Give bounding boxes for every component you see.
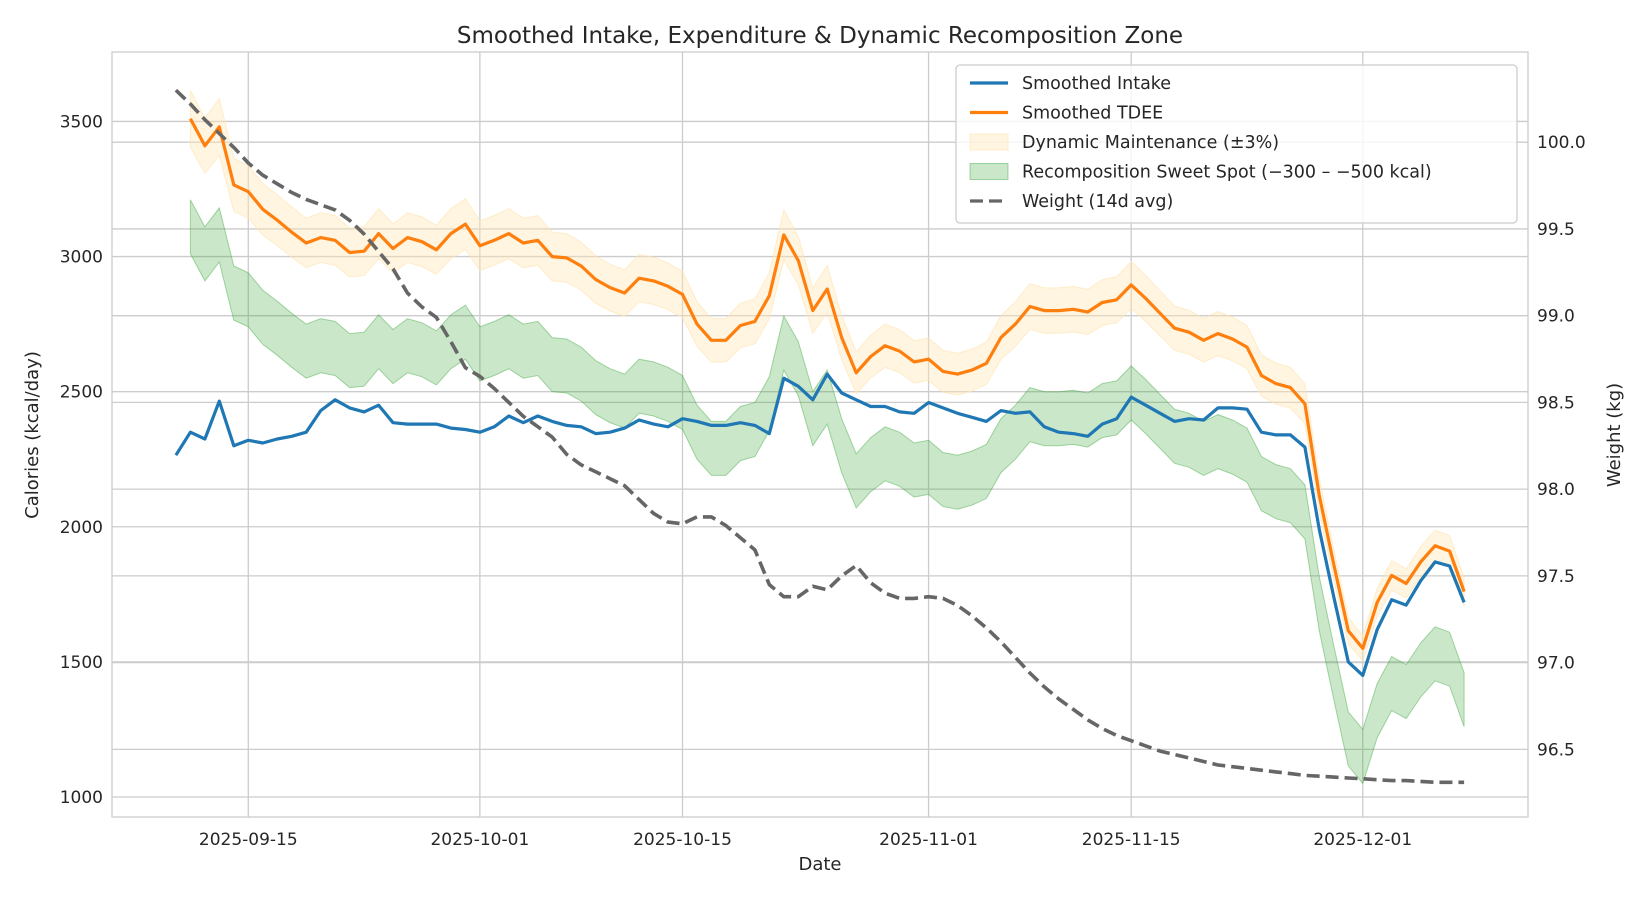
series-smoothed-tdee [188, 117, 1466, 651]
legend-label: Smoothed TDEE [1022, 104, 1163, 124]
y-right-tick-label: 100.0 [1537, 133, 1586, 153]
x-tick-label: 2025-11-15 [1082, 830, 1181, 850]
x-tick-label: 2025-11-01 [879, 830, 978, 850]
y-right-tick-label: 97.0 [1537, 654, 1575, 674]
legend-label: Dynamic Maintenance (±3%) [1022, 133, 1279, 153]
y-tick-label: 3000 [60, 248, 103, 268]
y-tick-label: 3500 [60, 112, 103, 132]
x-axis-ticks: 2025-09-15 2025-10-01 2025-10-15 2025-11-01… [199, 830, 1412, 850]
band-sweet-spot [189, 199, 1465, 785]
x-tick-label: 2025-12-01 [1313, 830, 1412, 850]
series-weight-14d-avg [174, 88, 1465, 785]
series-smoothed-intake [174, 372, 1466, 678]
legend-label: Recomposition Sweet Spot (−300 – −500 kc… [1022, 163, 1432, 183]
lines [174, 88, 1466, 785]
y-tick-label: 1500 [60, 653, 103, 673]
legend-label: Weight (14d avg) [1022, 192, 1173, 212]
y-right-tick-label: 99.5 [1537, 220, 1575, 240]
y-axis-ticks: 1000 1500 2000 2500 3000 3500 [60, 112, 103, 808]
y-right-tick-label: 96.5 [1537, 740, 1575, 760]
y-right-tick-label: 98.5 [1537, 393, 1575, 413]
y-axis-right-ticks: 96.5 97.0 97.5 98.0 98.5 99.0 99.5 100.0 [1537, 133, 1586, 760]
x-tick-label: 2025-10-01 [430, 830, 529, 850]
x-axis-label: Date [798, 854, 841, 875]
y-tick-label: 1000 [60, 788, 103, 808]
y-tick-label: 2000 [60, 518, 103, 538]
x-tick-label: 2025-09-15 [199, 830, 298, 850]
legend-swatch [969, 163, 1009, 180]
legend-box [955, 64, 1518, 224]
chart-title: Smoothed Intake, Expenditure & Dynamic R… [457, 23, 1183, 49]
plot-frame [111, 51, 1529, 818]
y-right-tick-label: 99.0 [1537, 307, 1575, 327]
legend-label: Smoothed Intake [1022, 74, 1171, 94]
y-tick-label: 2500 [60, 383, 103, 403]
legend: Smoothed Intake Smoothed TDEE Dynamic Main… [955, 64, 1518, 224]
y-axis-label: Calories (kcal/day) [22, 351, 43, 519]
legend-swatch [969, 133, 1009, 151]
y-right-tick-label: 98.0 [1537, 480, 1575, 500]
y-right-tick-label: 97.5 [1537, 567, 1575, 587]
x-tick-label: 2025-10-15 [633, 830, 732, 850]
y-axis-right-label: Weight (kg) [1604, 383, 1625, 487]
